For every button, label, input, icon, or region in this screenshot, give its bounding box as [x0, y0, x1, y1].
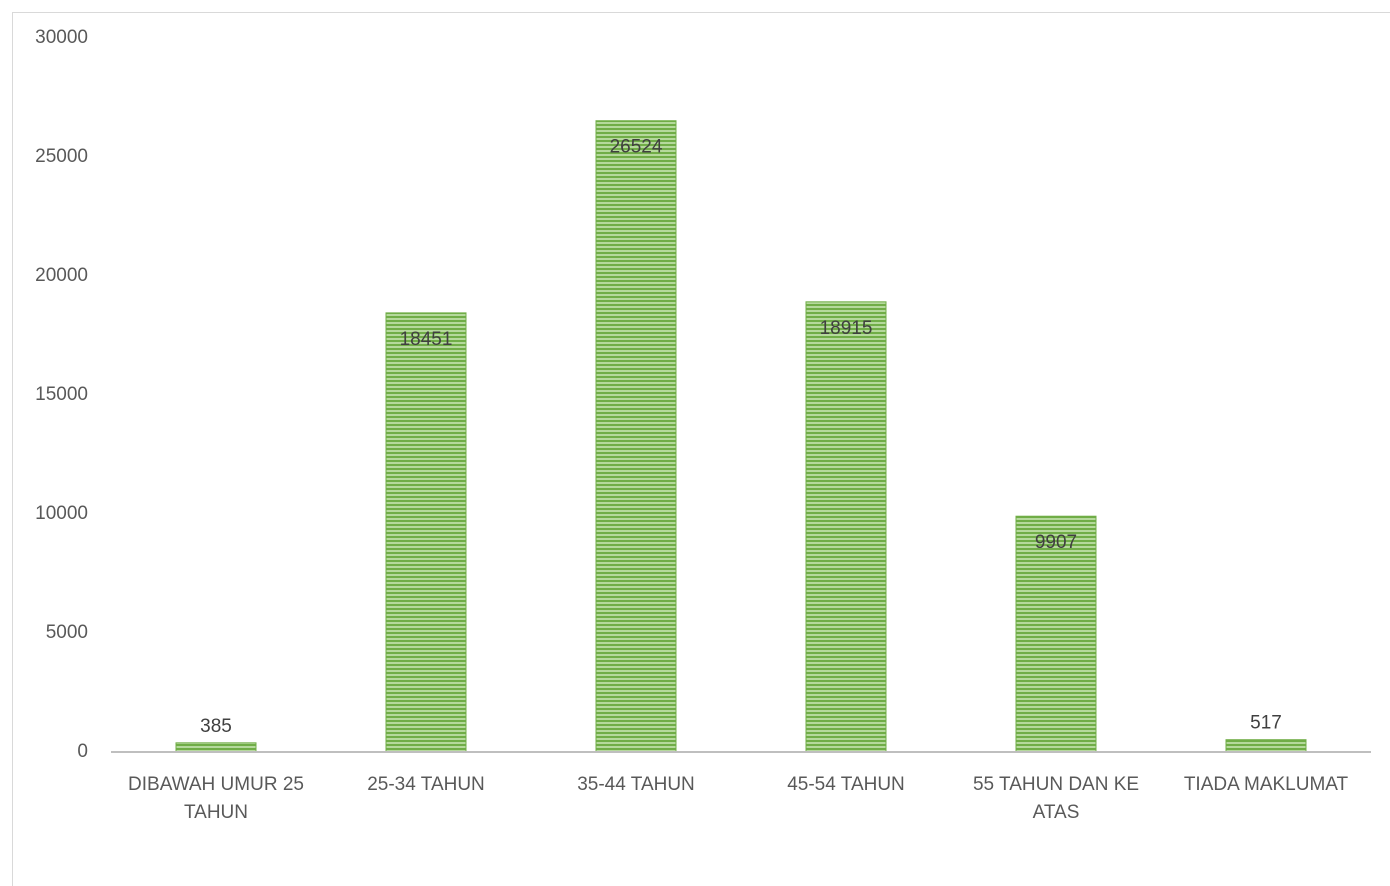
bar — [1015, 515, 1097, 753]
x-tick-label: DIBAWAH UMUR 25 TAHUN — [128, 774, 304, 823]
y-tick-label: 10000 — [35, 503, 88, 524]
data-label: 26524 — [610, 137, 663, 158]
y-tick-label: 0 — [77, 741, 88, 762]
x-tick-label: 25-34 TAHUN — [367, 774, 485, 795]
bar — [385, 312, 467, 753]
data-label: 517 — [1250, 713, 1282, 734]
x-tick-label: TIADA MAKLUMAT — [1184, 774, 1349, 795]
bar — [1225, 739, 1307, 753]
data-label: 18915 — [820, 318, 873, 339]
data-label: 18451 — [400, 329, 453, 350]
y-tick-label: 30000 — [35, 27, 88, 48]
x-tick-label: 55 TAHUN DAN KE ATAS — [973, 774, 1139, 823]
y-tick-label: 5000 — [46, 622, 88, 643]
x-tick-label: 35-44 TAHUN — [577, 774, 695, 795]
y-tick-label: 15000 — [35, 384, 88, 405]
bar — [175, 742, 257, 753]
y-tick-label: 20000 — [35, 265, 88, 286]
bar — [805, 301, 887, 753]
data-label: 9907 — [1035, 532, 1077, 553]
x-tick-label: 45-54 TAHUN — [787, 774, 905, 795]
y-tick-label: 25000 — [35, 146, 88, 167]
chart-frame — [12, 12, 1390, 886]
data-label: 385 — [200, 716, 232, 737]
bar — [595, 120, 677, 753]
